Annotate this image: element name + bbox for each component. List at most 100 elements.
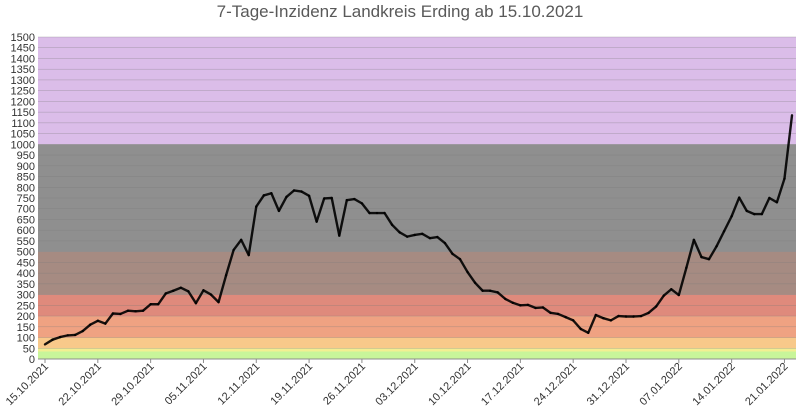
y-tick-label: 800: [17, 182, 35, 194]
y-tick-label: 1000: [11, 139, 35, 151]
series-line-segment: [466, 270, 477, 284]
series-line-segment: [662, 288, 673, 297]
series-line-segment: [262, 192, 273, 197]
series-line-segment: [436, 235, 447, 245]
band-2: [38, 337, 796, 349]
series-line-segment: [285, 189, 296, 199]
y-tick-label: 50: [23, 343, 35, 355]
series-line-segment: [360, 202, 371, 215]
x-tick-label: 05.11.2021: [163, 361, 210, 408]
series-line-segment: [119, 309, 130, 316]
series-line-segment: [73, 329, 84, 337]
gridlines: [38, 36, 796, 360]
series-line-segment: [745, 209, 756, 216]
series-line-segment: [89, 319, 100, 326]
y-tick-label: 650: [17, 214, 35, 226]
series-line-segment: [383, 211, 394, 227]
series-line-segment: [345, 197, 356, 202]
series-line-segment: [330, 196, 341, 237]
series-line-segment: [390, 223, 401, 234]
band-0: [38, 351, 796, 359]
series-line-segment: [187, 290, 198, 305]
y-tick-label: 700: [17, 204, 35, 216]
series-line-segment: [338, 198, 349, 237]
series-line-segment: [473, 281, 484, 292]
series-line-segment: [443, 241, 454, 256]
series-line-segment: [51, 335, 62, 341]
series-line-segment: [353, 197, 364, 205]
series-line-segment: [707, 245, 718, 261]
series-line-segment: [677, 266, 688, 297]
series-line-segment: [300, 190, 311, 198]
y-tick-label: 1450: [11, 43, 35, 55]
series-line-segment: [179, 286, 190, 293]
series-lines: [43, 114, 794, 346]
series-line-segment: [270, 192, 281, 213]
y-tick-label: 100: [17, 333, 35, 345]
x-tick-label: 17.12.2021: [479, 361, 526, 408]
series-line-segment: [141, 303, 152, 312]
series-line-segment: [783, 114, 794, 180]
series-line-segment: [504, 297, 515, 304]
series-line-segment: [451, 252, 462, 261]
y-tick-label: 500: [17, 247, 35, 259]
y-tick-label: 200: [17, 311, 35, 323]
y-tick-label: 400: [17, 268, 35, 280]
series-line-segment: [224, 248, 235, 277]
series-line-segment: [654, 294, 665, 308]
series-line-segment: [670, 288, 681, 297]
series-line-segment: [549, 311, 560, 316]
y-tick-label: 1150: [11, 107, 35, 119]
series-line-segment: [413, 232, 424, 237]
series-line-segment: [239, 238, 250, 257]
series-line-segment: [104, 312, 115, 325]
series-line-segment: [768, 196, 779, 204]
series-line-segment: [421, 232, 432, 240]
x-tick-label: 07.01.2022: [638, 361, 685, 408]
x-tick-label: 12.11.2021: [216, 361, 263, 408]
y-tick-label: 0: [29, 354, 35, 366]
series-line-segment: [526, 303, 537, 310]
y-tick-label: 850: [17, 172, 35, 184]
series-line-segment: [639, 311, 650, 318]
series-line-segment: [571, 319, 582, 331]
x-tick-label: 29.10.2021: [109, 361, 156, 408]
x-tick-label: 10.12.2021: [426, 361, 473, 408]
y-tick-label: 550: [17, 236, 35, 248]
series-line-segment: [715, 230, 726, 248]
series-line-segment: [194, 289, 205, 305]
y-tick-label: 1100: [11, 118, 35, 130]
series-line-segment: [428, 235, 439, 240]
y-tick-label: 350: [17, 279, 35, 291]
series-line-segment: [164, 289, 175, 295]
series-line-segment: [81, 323, 92, 333]
series-line-segment: [647, 305, 658, 315]
series-line-segment: [587, 313, 598, 335]
y-tick-label: 900: [17, 161, 35, 173]
series-line-segment: [277, 195, 288, 213]
series-line-segment: [458, 257, 469, 274]
y-tick-label: 600: [17, 225, 35, 237]
series-line-segment: [172, 286, 183, 292]
x-tick-label: 24.12.2021: [532, 361, 579, 408]
series-line-segment: [405, 233, 416, 238]
series-line-segment: [202, 289, 213, 296]
series-line-segment: [722, 215, 733, 233]
y-tick-label: 300: [17, 290, 35, 302]
series-line-segment: [156, 292, 167, 306]
x-tick-label: 15.10.2021: [4, 361, 51, 408]
series-line-segment: [541, 306, 552, 315]
y-tick-label: 1300: [11, 75, 35, 87]
series-line-segment: [247, 205, 258, 257]
chart-title: 7-Tage-Inzidenz Landkreis Erding ab 15.1…: [216, 2, 584, 21]
series-line-segment: [737, 196, 748, 213]
series-line-segment: [292, 189, 303, 193]
y-axis: 0501001502002503003504004505005506006507…: [11, 32, 35, 366]
y-tick-label: 450: [17, 257, 35, 269]
series-line-segment: [43, 338, 54, 346]
series-line-segment: [255, 194, 266, 208]
x-tick-label: 03.12.2021: [373, 361, 420, 408]
y-tick-label: 250: [17, 300, 35, 312]
series-line-segment: [217, 274, 228, 304]
series-line-segment: [564, 315, 575, 322]
